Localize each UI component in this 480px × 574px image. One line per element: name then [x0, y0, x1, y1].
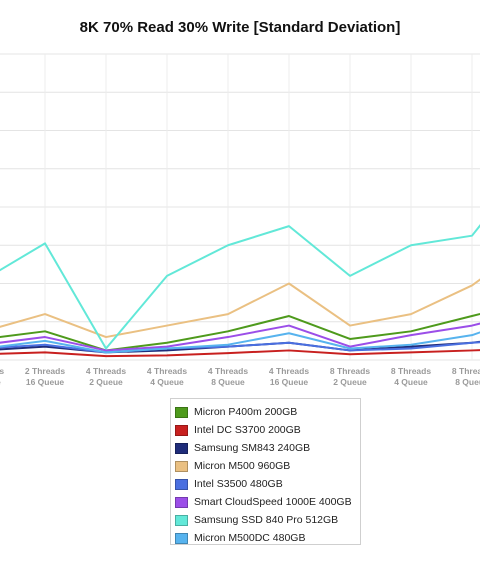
- legend: Micron P400m 200GB Intel DC S3700 200GB Sa…: [170, 398, 361, 545]
- x-tick-label: 8 Threads 4 Queue: [391, 366, 431, 387]
- x-tick-label: 2 Threads 16 Queue: [25, 366, 65, 387]
- series-line-7: [0, 331, 480, 354]
- legend-label: Intel S3500 480GB: [194, 478, 283, 490]
- series-line-4: [0, 341, 480, 354]
- legend-item: Micron M500 960GB: [175, 457, 360, 475]
- legend-label: Micron M500 960GB: [194, 460, 291, 472]
- chart-title: 8K 70% Read 30% Write [Standard Deviatio…: [79, 19, 401, 36]
- legend-swatch: [175, 496, 188, 508]
- x-tick-label: 4 Threads 2 Queue: [86, 366, 126, 387]
- legend-swatch: [175, 442, 188, 454]
- legend-label: Micron M500DC 480GB: [194, 532, 306, 544]
- legend-label: Smart CloudSpeed 1000E 400GB: [194, 496, 352, 508]
- series-line-6: [0, 224, 480, 350]
- legend-label: Micron P400m 200GB: [194, 406, 298, 418]
- x-tick-label: 4 Threads 4 Queue: [147, 366, 187, 387]
- legend-item: Samsung SM843 240GB: [175, 439, 360, 457]
- x-tick-label: 4 Threads 16 Queue: [269, 366, 309, 387]
- series-line-3: [0, 278, 480, 339]
- legend-swatch: [175, 460, 188, 472]
- legend-item: Samsung SSD 840 Pro 512GB: [175, 511, 360, 529]
- legend-item: Smart CloudSpeed 1000E 400GB: [175, 493, 360, 511]
- legend-label: Samsung SM843 240GB: [194, 442, 311, 454]
- x-tick-label: 4 Threads 8 Queue: [208, 366, 248, 387]
- x-tick-label: 8 Threads 2 Queue: [330, 366, 370, 387]
- legend-swatch: [175, 478, 188, 490]
- legend-item: Micron M500DC 480GB: [175, 529, 360, 547]
- series-line-1: [0, 349, 480, 358]
- legend-swatch: [175, 424, 188, 436]
- legend-swatch: [175, 514, 188, 526]
- legend-swatch: [175, 406, 188, 418]
- series-line-0: [0, 312, 480, 352]
- legend-item: Intel S3500 480GB: [175, 475, 360, 493]
- legend-item: Micron P400m 200GB: [175, 403, 360, 421]
- series-line-5: [0, 322, 480, 352]
- series-layer: [0, 224, 480, 358]
- legend-label: Intel DC S3700 200GB: [194, 424, 301, 436]
- gridlines: [0, 53, 480, 361]
- legend-swatch: [175, 532, 188, 544]
- legend-item: Intel DC S3700 200GB: [175, 421, 360, 439]
- legend-label: Samsung SSD 840 Pro 512GB: [194, 514, 339, 526]
